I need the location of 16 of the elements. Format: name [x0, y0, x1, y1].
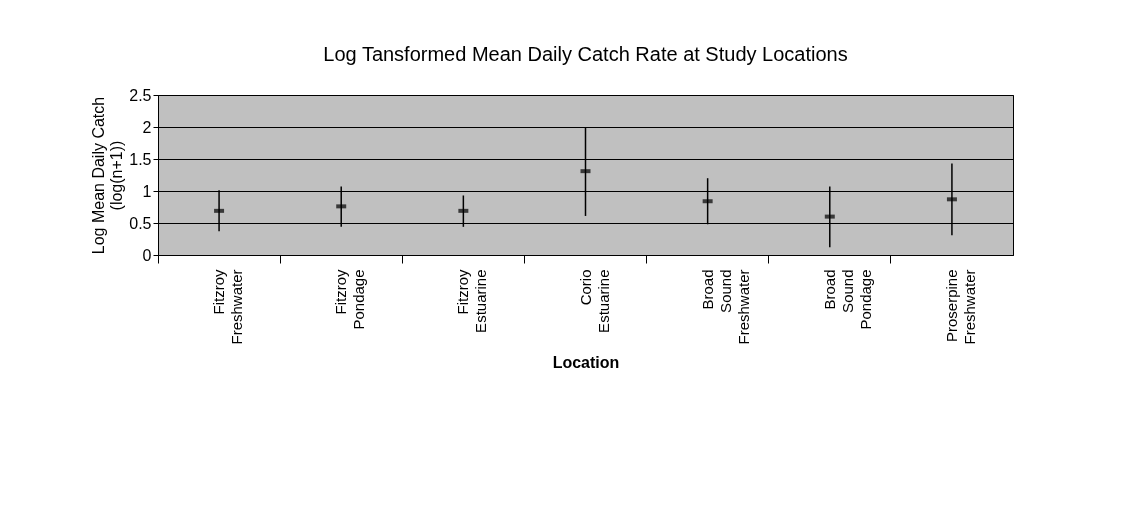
- y-axis-title: Log Mean Daily Catch (log(n+1)): [90, 96, 126, 255]
- x-tick-label: Broad Sound Freshwater: [698, 269, 752, 345]
- chart-title: Log Tansformed Mean Daily Catch Rate at Study Locations: [323, 43, 848, 65]
- x-tick-label: Broad Sound Pondage: [820, 269, 874, 330]
- x-axis-title: Location: [552, 353, 620, 371]
- y-tick-label: 2: [142, 118, 152, 136]
- y-tick-label: 0.5: [129, 214, 152, 232]
- y-tick-label: 0: [142, 246, 152, 264]
- y-tick-label: 1: [142, 182, 152, 200]
- x-tick-label: Proserpine Freshwater: [942, 269, 978, 345]
- x-tick-label: Corio Estuarine: [576, 269, 612, 333]
- x-tick-label: Fitzroy Pondage: [332, 269, 368, 330]
- y-tick-label: 2.5: [129, 86, 152, 104]
- y-tick-label: 1.5: [129, 150, 152, 168]
- x-tick-label: Fitzroy Estuarine: [454, 269, 490, 333]
- x-tick-label: Fitzroy Freshwater: [210, 269, 246, 345]
